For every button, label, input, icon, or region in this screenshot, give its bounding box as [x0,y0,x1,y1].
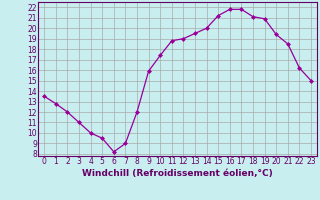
X-axis label: Windchill (Refroidissement éolien,°C): Windchill (Refroidissement éolien,°C) [82,169,273,178]
